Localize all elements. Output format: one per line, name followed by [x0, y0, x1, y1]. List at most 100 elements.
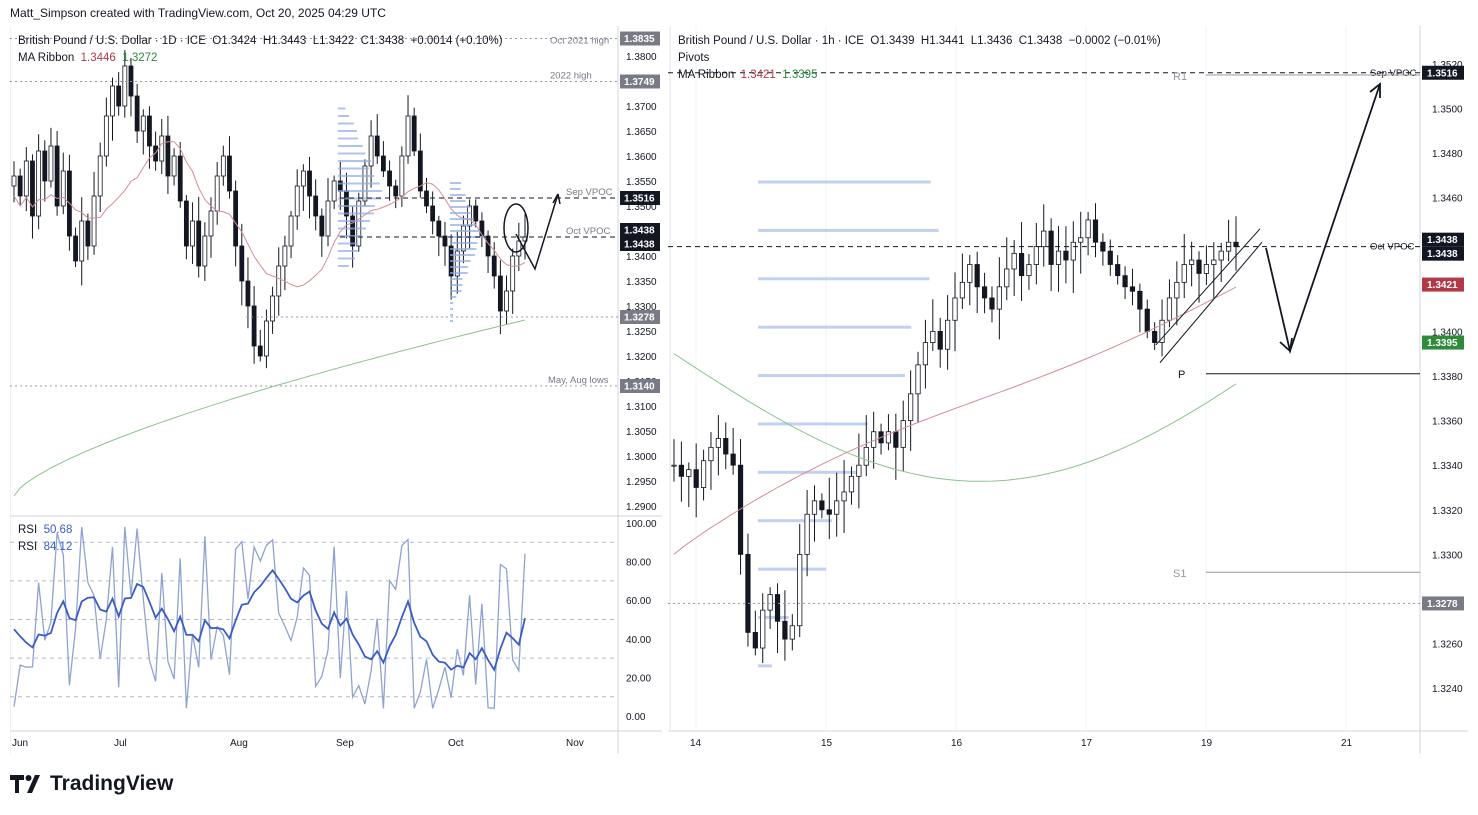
- candle-body: [110, 85, 115, 117]
- candle-body: [1166, 297, 1173, 321]
- time-tick-label: Sep: [336, 738, 354, 749]
- volume-profile-bar: [338, 137, 358, 140]
- volume-profile-bar: [450, 230, 480, 232]
- candle-body: [1211, 259, 1217, 265]
- tradingview-logo[interactable]: TradingView: [10, 772, 173, 796]
- candle-body: [1070, 241, 1076, 261]
- price-badge-text: 1.3835: [624, 34, 655, 45]
- right-open: O1.3439: [870, 35, 915, 47]
- candle-body: [282, 245, 288, 267]
- tradingview-logo-text: TradingView: [50, 772, 174, 795]
- volume-profile-bar: [450, 308, 453, 310]
- candle-body: [17, 175, 23, 197]
- volume-profile-bar: [338, 265, 349, 267]
- volume-profile-bar: [758, 277, 930, 281]
- left-chart-panel[interactable]: 1.3800 1.3700 1.3650 1.3600 1.3550 1.3500 1.34…: [10, 26, 662, 754]
- volume-profile-bar: [338, 257, 356, 260]
- candle-body: [85, 220, 91, 247]
- volume-profile-bar: [338, 182, 380, 185]
- candle-body: [233, 190, 239, 247]
- wedge-line-upper: [1155, 228, 1261, 346]
- time-tick-label: 16: [951, 738, 963, 749]
- candle-body: [116, 85, 122, 107]
- price-tick-label: 1.3300: [626, 302, 657, 313]
- arrow-head: [552, 193, 561, 205]
- candle-body: [1041, 230, 1047, 248]
- ma-fast-line: [13, 141, 526, 288]
- right-chart-panel[interactable]: 1.35201.35001.34801.34601.34401.34001.33…: [668, 26, 1468, 754]
- price-tick-label: 1.3050: [626, 427, 657, 438]
- candle-body: [196, 220, 202, 267]
- candle-body: [1152, 331, 1158, 343]
- time-tick-label: Oct: [448, 738, 464, 749]
- price-badge: [1422, 596, 1464, 611]
- time-tick-label: Jul: [114, 738, 127, 749]
- volume-profile-bar: [450, 296, 457, 298]
- price-badge: [1422, 277, 1464, 292]
- candle-body: [214, 175, 220, 212]
- candle-body: [387, 170, 392, 187]
- candle-body: [319, 215, 325, 237]
- candle-body: [730, 453, 736, 466]
- volume-profile-bar: [338, 227, 367, 230]
- candle-body: [227, 155, 232, 192]
- volume-profile-bar: [338, 190, 382, 192]
- candle-body: [516, 240, 522, 257]
- left-ma1-value: 1.3446: [80, 52, 116, 64]
- candle-body: [134, 95, 140, 132]
- candle-body: [671, 464, 677, 467]
- left-chart-svg[interactable]: 1.3800 1.3700 1.3650 1.3600 1.3550 1.3500 1.34…: [10, 26, 662, 754]
- rsi-tick-label: 20.00: [626, 673, 651, 684]
- projection-arrow: [1265, 83, 1381, 355]
- candle-body: [996, 286, 1002, 310]
- candle-body: [1196, 259, 1202, 274]
- candle-body: [122, 65, 128, 107]
- level-label: Sep VPOC: [566, 187, 613, 198]
- projection-arrow: [515, 193, 559, 271]
- candle-body: [804, 513, 810, 555]
- candle-body: [1078, 237, 1084, 243]
- candle-body: [1189, 259, 1195, 265]
- volume-profile-bar: [338, 175, 375, 177]
- volume-profile-bar: [338, 107, 346, 110]
- volume-profile-bar: [338, 145, 363, 147]
- candle-body: [430, 205, 436, 222]
- right-chart-svg[interactable]: 1.35201.35001.34801.34601.34401.34001.33…: [668, 26, 1468, 754]
- price-badge-text: 1.3278: [624, 313, 655, 324]
- volume-profile-bar: [338, 122, 354, 125]
- price-tick-label: 1.3100: [626, 402, 657, 413]
- candle-body: [930, 331, 936, 343]
- price-tick-label: 1.3800: [626, 52, 657, 63]
- price-tick-label: 1.3380: [1432, 372, 1463, 383]
- candle-body: [48, 145, 54, 182]
- volume-profile-bar: [450, 260, 471, 262]
- right-low: L1.3436: [970, 35, 1013, 47]
- ma-slow-line: [673, 353, 1237, 482]
- candle-body: [1033, 246, 1039, 265]
- left-legend: British Pound / U.S. Dollar · 1D · ICE O…: [18, 33, 503, 67]
- volume-profile-bar: [450, 284, 463, 286]
- left-symbol: British Pound / U.S. Dollar · 1D · ICE: [18, 35, 206, 47]
- price-tick-label: 1.3400: [626, 252, 657, 263]
- volume-profile-bar: [758, 180, 931, 184]
- candle-body: [331, 180, 337, 202]
- candle-body: [36, 150, 42, 217]
- candle-body: [826, 509, 832, 515]
- candle-body: [202, 235, 208, 267]
- wedge-line-lower: [1159, 241, 1263, 363]
- volume-profile-bar: [758, 325, 912, 329]
- volume-profile-bar: [758, 470, 859, 474]
- price-badge: [620, 379, 660, 393]
- price-badge: [1422, 232, 1464, 247]
- candle-body: [745, 553, 751, 633]
- price-badge: [1422, 335, 1464, 350]
- candle-body: [411, 115, 417, 152]
- candle-body: [190, 220, 195, 247]
- price-badge: [620, 223, 660, 237]
- candle-body: [782, 620, 788, 640]
- candle-body: [171, 155, 177, 177]
- candle-body: [504, 290, 509, 312]
- candle-body: [1218, 250, 1224, 261]
- candle-body: [922, 342, 929, 366]
- candle-body: [147, 115, 152, 147]
